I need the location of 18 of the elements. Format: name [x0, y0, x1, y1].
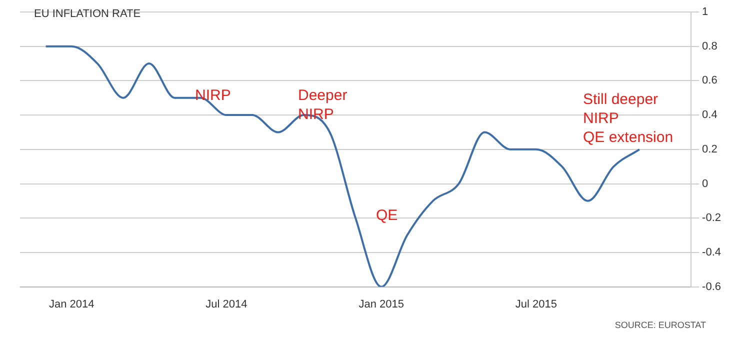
- y-tick-label: 0.4: [702, 109, 718, 122]
- y-tick-label: 0.2: [702, 143, 718, 156]
- y-tick-label: 0: [702, 178, 708, 190]
- x-tick-label: Jul 2015: [515, 298, 557, 310]
- y-tick-label: 0.6: [702, 74, 718, 87]
- annotation: QE: [376, 206, 398, 225]
- y-tick-label: -0.6: [702, 280, 722, 293]
- y-tick-label: 0.8: [702, 40, 718, 52]
- x-tick-label: Jul 2014: [206, 298, 248, 310]
- annotation: NIRP: [195, 86, 231, 105]
- x-tick-label: Jan 2014: [48, 298, 94, 310]
- y-tick-label: -0.2: [702, 212, 722, 224]
- annotation: Still deeper NIRP QE extension: [583, 90, 674, 147]
- x-tick-label: Jan 2015: [358, 298, 404, 310]
- y-tick-label: 1: [702, 6, 708, 18]
- source-note: SOURCE: EUROSTAT: [614, 320, 706, 331]
- chart-title: EU INFLATION RATE: [34, 8, 141, 20]
- y-tick-label: -0.4: [702, 246, 722, 258]
